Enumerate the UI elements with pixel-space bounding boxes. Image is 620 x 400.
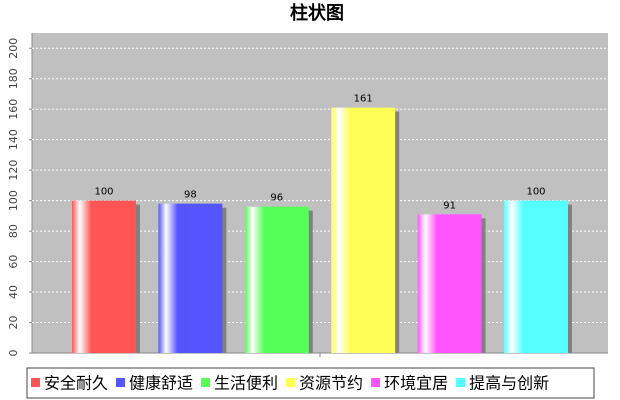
legend-label: 资源节约 <box>299 374 363 393</box>
y-tick-label: 100 <box>7 190 20 211</box>
y-tick-label: 160 <box>7 99 20 120</box>
data-label: 91 <box>443 200 456 211</box>
legend-swatch <box>371 378 381 387</box>
bar <box>72 200 136 353</box>
legend-swatch <box>116 378 126 387</box>
legend-label: 提高与创新 <box>469 374 549 393</box>
data-label: 98 <box>184 190 197 201</box>
legend-swatch <box>286 378 296 387</box>
legend-swatch <box>31 378 40 387</box>
y-tick-label: 120 <box>7 160 20 181</box>
legend-label: 环境宜居 <box>384 374 448 393</box>
y-tick-label: 80 <box>7 224 20 238</box>
legend-label: 生活便利 <box>214 374 278 393</box>
y-tick-label: 60 <box>7 255 20 269</box>
data-label: 96 <box>270 193 283 204</box>
legend-label: 安全耐久 <box>44 374 108 393</box>
bar <box>244 206 309 353</box>
chart-title: 柱状图 <box>290 2 344 24</box>
legend-swatch <box>456 378 466 387</box>
y-tick-label: 200 <box>7 38 20 59</box>
bar <box>504 200 568 353</box>
legend-swatch <box>201 378 211 387</box>
data-label: 100 <box>94 187 113 198</box>
y-tick-label: 140 <box>7 129 20 150</box>
bar <box>158 203 223 353</box>
bar <box>417 214 482 353</box>
legend-label: 健康舒适 <box>129 374 193 393</box>
y-tick-label: 40 <box>7 285 20 299</box>
y-tick-label: 180 <box>7 68 20 89</box>
y-tick-label: 20 <box>7 316 20 330</box>
bar <box>331 107 396 354</box>
y-tick-label: 0 <box>7 350 20 357</box>
data-label: 161 <box>354 94 373 105</box>
data-label: 100 <box>526 187 545 198</box>
